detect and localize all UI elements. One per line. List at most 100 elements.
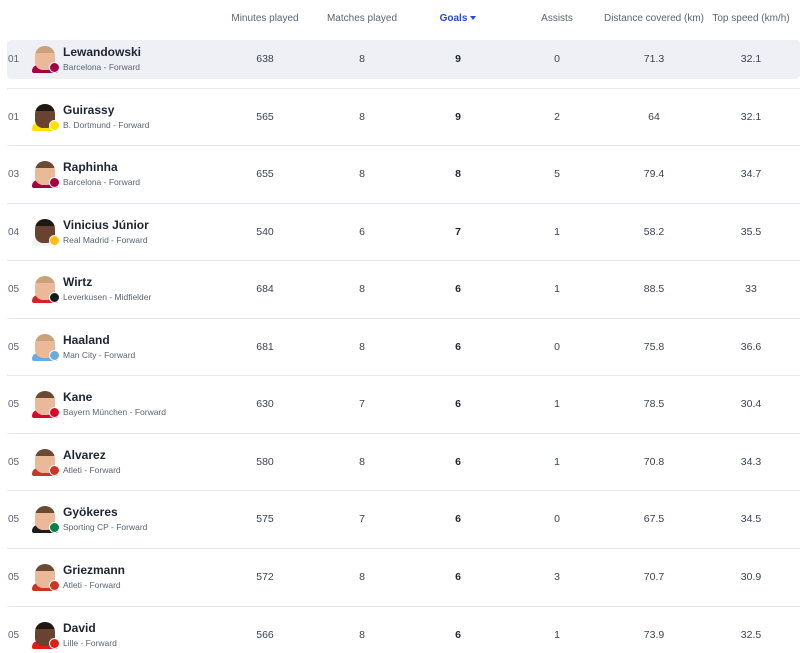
- player-team-position: Barcelona - Forward: [63, 177, 141, 187]
- table-row[interactable]: 05 Haaland Man City - Forward 681 8 6 0 75.8 36.…: [7, 328, 800, 367]
- minutes-played-value: 655: [256, 168, 274, 180]
- player-name[interactable]: Haaland: [63, 333, 110, 347]
- club-badge-icon: [49, 407, 60, 418]
- club-badge-icon: [49, 292, 60, 303]
- minutes-played-value: 580: [256, 456, 274, 468]
- player-name[interactable]: Gyökeres: [63, 505, 118, 519]
- goals-value: 6: [455, 398, 461, 410]
- player-rank: 05: [8, 514, 20, 525]
- matches-played-value: 8: [359, 168, 365, 180]
- club-badge-icon: [49, 350, 60, 361]
- top-speed-value: 33: [745, 283, 757, 295]
- goals-value: 9: [455, 111, 461, 123]
- table-row[interactable]: 05 David Lille - Forward 566 8 6 1 73.9 32.5: [7, 616, 800, 653]
- header-goals[interactable]: Goals: [403, 13, 513, 24]
- top-speed-value: 32.1: [740, 111, 762, 123]
- distance-covered-value: 88.5: [643, 283, 665, 295]
- header-distance-covered[interactable]: Distance covered (km): [603, 13, 705, 24]
- header-minutes-played[interactable]: Minutes played: [231, 13, 299, 24]
- goals-value: 6: [455, 341, 461, 353]
- table-row[interactable]: 03 Raphinha Barcelona - Forward 655 8 8 5 79.4 3…: [7, 155, 800, 194]
- player-team-position: Real Madrid - Forward: [63, 235, 148, 245]
- header-assists[interactable]: Assists: [541, 13, 573, 24]
- matches-played-value: 8: [359, 629, 365, 641]
- player-name[interactable]: Griezmann: [63, 563, 126, 577]
- player-name[interactable]: Kane: [63, 390, 93, 404]
- header-top-speed[interactable]: Top speed (km/h): [712, 13, 790, 24]
- matches-played-value: 8: [359, 571, 365, 583]
- player-avatar: [32, 390, 60, 418]
- matches-played-value: 8: [359, 341, 365, 353]
- player-name[interactable]: David: [63, 621, 96, 635]
- minutes-played-value: 565: [256, 111, 274, 123]
- minutes-played-value: 572: [256, 571, 274, 583]
- top-speed-value: 30.4: [740, 398, 762, 410]
- player-avatar: [32, 333, 60, 361]
- table-row[interactable]: 05 Griezmann Atleti - Forward 572 8 6 3 70.7 30.…: [7, 558, 800, 597]
- player-name[interactable]: Wirtz: [63, 275, 93, 289]
- header-goals-label: Goals: [439, 13, 468, 24]
- distance-covered-value: 71.3: [643, 53, 665, 65]
- row-divider: [7, 88, 800, 89]
- player-avatar: [32, 160, 60, 188]
- table-row[interactable]: 01 Guirassy B. Dortmund - Forward 565 8 9 2 64 3…: [7, 98, 800, 137]
- table-row[interactable]: 05 Wirtz Leverkusen - Midfielder 684 8 6 1 88.5…: [7, 270, 800, 309]
- player-name[interactable]: Vinicius Júnior: [63, 218, 149, 232]
- table-row[interactable]: 04 Vinicius Júnior Real Madrid - Forward 54…: [7, 213, 800, 252]
- table-row[interactable]: 01 Lewandowski Barcelona - Forward 638 8 9 0 71…: [7, 40, 800, 79]
- top-speed-value: 35.5: [740, 226, 762, 238]
- player-team-position: Man City - Forward: [63, 350, 136, 360]
- club-badge-icon: [49, 465, 60, 476]
- player-name[interactable]: Raphinha: [63, 160, 118, 174]
- minutes-played-value: 638: [256, 53, 274, 65]
- matches-played-value: 8: [359, 111, 365, 123]
- goals-value: 9: [455, 53, 461, 65]
- assists-value: 1: [554, 283, 560, 295]
- top-speed-value: 36.6: [740, 341, 762, 353]
- player-avatar: [32, 275, 60, 303]
- row-divider: [7, 606, 800, 607]
- top-speed-value: 32.5: [740, 629, 762, 641]
- sort-down-icon: [470, 16, 477, 20]
- assists-value: 1: [554, 456, 560, 468]
- row-divider: [7, 145, 800, 146]
- player-name[interactable]: Alvarez: [63, 448, 106, 462]
- player-name[interactable]: Lewandowski: [63, 45, 142, 59]
- row-divider: [7, 203, 800, 204]
- player-avatar: [32, 45, 60, 73]
- header-matches-played[interactable]: Matches played: [326, 13, 398, 24]
- distance-covered-value: 58.2: [643, 226, 665, 238]
- player-name[interactable]: Guirassy: [63, 103, 115, 117]
- assists-value: 1: [554, 226, 560, 238]
- distance-covered-value: 70.8: [643, 456, 665, 468]
- distance-covered-value: 64: [648, 111, 660, 123]
- table-row[interactable]: 05 Alvarez Atleti - Forward 580 8 6 1 70.8 34.3: [7, 443, 800, 482]
- club-badge-icon: [49, 522, 60, 533]
- assists-value: 0: [554, 513, 560, 525]
- row-divider: [7, 375, 800, 376]
- player-rank: 05: [8, 284, 20, 295]
- player-team-position: Bayern München - Forward: [63, 407, 166, 417]
- table-row[interactable]: 05 Gyökeres Sporting CP - Forward 575 7 6 0 67.…: [7, 500, 800, 539]
- row-divider: [7, 318, 800, 319]
- minutes-played-value: 540: [256, 226, 274, 238]
- goals-value: 6: [455, 456, 461, 468]
- player-rank: 01: [8, 112, 20, 123]
- matches-played-value: 8: [359, 456, 365, 468]
- club-badge-icon: [49, 120, 60, 131]
- club-badge-icon: [49, 235, 60, 246]
- minutes-played-value: 681: [256, 341, 274, 353]
- row-divider: [7, 490, 800, 491]
- row-divider: [7, 548, 800, 549]
- player-rank: 05: [8, 399, 20, 410]
- minutes-played-value: 575: [256, 513, 274, 525]
- table-row[interactable]: 05 Kane Bayern München - Forward 630 7 6 1 78.5…: [7, 385, 800, 424]
- player-rank: 01: [8, 54, 20, 65]
- player-team-position: Atleti - Forward: [63, 465, 121, 475]
- top-speed-value: 34.7: [740, 168, 762, 180]
- player-avatar: [32, 563, 60, 591]
- matches-played-value: 6: [359, 226, 365, 238]
- club-badge-icon: [49, 580, 60, 591]
- assists-value: 2: [554, 111, 560, 123]
- distance-covered-value: 67.5: [643, 513, 665, 525]
